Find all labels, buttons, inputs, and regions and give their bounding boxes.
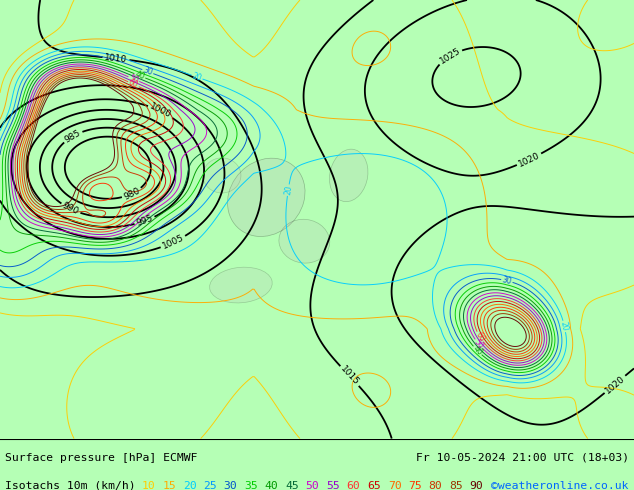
Text: Surface pressure [hPa] ECMWF: Surface pressure [hPa] ECMWF xyxy=(5,453,198,463)
Text: 40: 40 xyxy=(265,481,278,490)
Text: 995: 995 xyxy=(135,214,154,228)
Ellipse shape xyxy=(330,149,368,202)
Text: 1000: 1000 xyxy=(148,102,173,120)
Ellipse shape xyxy=(228,158,305,237)
Text: 980: 980 xyxy=(122,186,141,201)
Text: 35: 35 xyxy=(244,481,258,490)
Text: 10: 10 xyxy=(142,481,155,490)
Text: 80: 80 xyxy=(429,481,443,490)
Ellipse shape xyxy=(210,267,272,303)
Text: 1020: 1020 xyxy=(517,150,541,169)
Text: 40: 40 xyxy=(471,344,484,357)
Text: 50: 50 xyxy=(306,481,320,490)
Text: 75: 75 xyxy=(408,481,422,490)
Text: 1005: 1005 xyxy=(161,233,186,251)
Text: 25: 25 xyxy=(204,481,217,490)
Text: Fr 10-05-2024 21:00 UTC (18+03): Fr 10-05-2024 21:00 UTC (18+03) xyxy=(416,453,629,463)
Text: 20: 20 xyxy=(559,321,570,332)
Text: 90: 90 xyxy=(470,481,484,490)
Text: 30: 30 xyxy=(224,481,238,490)
Text: 65: 65 xyxy=(367,481,381,490)
Text: 1020: 1020 xyxy=(604,373,626,395)
Text: 60: 60 xyxy=(474,330,486,343)
Text: Isotachs 10m (km/h): Isotachs 10m (km/h) xyxy=(5,481,143,490)
Text: 55: 55 xyxy=(327,481,340,490)
Text: 1025: 1025 xyxy=(438,46,462,66)
Text: 1015: 1015 xyxy=(339,365,361,388)
Text: 20: 20 xyxy=(183,481,197,490)
Text: 50: 50 xyxy=(472,338,485,351)
Text: 15: 15 xyxy=(162,481,176,490)
Text: 60: 60 xyxy=(347,481,361,490)
Text: 20: 20 xyxy=(191,71,203,83)
Text: 50: 50 xyxy=(127,73,140,85)
Text: 30: 30 xyxy=(501,275,513,287)
Text: 30: 30 xyxy=(141,66,154,77)
Text: 990: 990 xyxy=(61,201,81,217)
Text: 40: 40 xyxy=(134,70,146,82)
Ellipse shape xyxy=(279,220,330,263)
Text: 985: 985 xyxy=(63,128,82,145)
Text: 85: 85 xyxy=(450,481,463,490)
Text: 45: 45 xyxy=(285,481,299,490)
Ellipse shape xyxy=(203,158,241,193)
Text: ©weatheronline.co.uk: ©weatheronline.co.uk xyxy=(491,481,629,490)
Text: 70: 70 xyxy=(388,481,401,490)
Text: 1010: 1010 xyxy=(104,53,128,64)
Text: 60: 60 xyxy=(127,78,139,90)
Text: 20: 20 xyxy=(283,185,294,196)
